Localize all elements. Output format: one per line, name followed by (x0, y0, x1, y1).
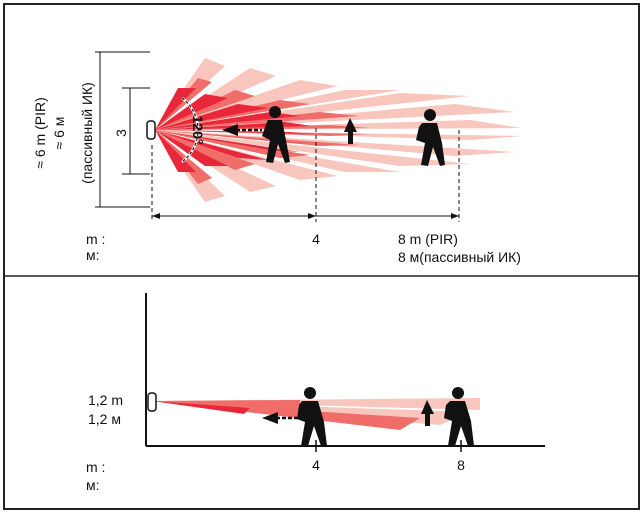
sensor-icon (146, 120, 156, 140)
axis-unit-ru: м: (86, 247, 100, 263)
outer-frame (3, 3, 640, 510)
motion-arrow-up (344, 118, 357, 144)
person-icon (262, 106, 290, 163)
tick-8-ru: 8 м(пассивный ИК) (398, 249, 521, 265)
person-icon (416, 109, 445, 166)
side-view: 1,2 m 1,2 м m : м: 4 8 (86, 293, 545, 493)
side-sensor-icon (147, 392, 157, 412)
tick-8-pir: 8 m (PIR) (398, 231, 458, 247)
side-tick-4: 4 (312, 457, 320, 473)
outer-coverage-rays (155, 58, 522, 202)
side-height-ru: 1,2 м (88, 411, 121, 427)
side-axis-unit-ru: м: (86, 477, 100, 493)
side-axis-unit-m: m : (86, 459, 105, 475)
side-tick-8: 8 (457, 457, 465, 473)
person-icon (297, 387, 327, 446)
angle-arc-dashed (181, 97, 199, 163)
side-motion-arrow-left (262, 412, 298, 424)
height-large-pir-label: ≈ 6 m (PIR) (32, 97, 48, 168)
height-small-label: 3 (113, 129, 129, 137)
side-height-m: 1,2 m (88, 392, 123, 408)
height-large-ru-label: ≈ 6 м (51, 117, 67, 150)
axis-unit-m: m : (86, 231, 105, 247)
person-icon (444, 387, 474, 446)
angle-label: 120° (190, 116, 206, 145)
side-motion-arrow-up (421, 400, 434, 426)
tick-4: 4 (312, 231, 320, 247)
top-view: 120° 3 ≈ 6 m (PIR) ≈ 6 м (пассивный ИК) (32, 51, 522, 265)
height-large-ru2-label: (пассивный ИК) (79, 82, 95, 184)
motion-arrow-left (222, 124, 262, 136)
